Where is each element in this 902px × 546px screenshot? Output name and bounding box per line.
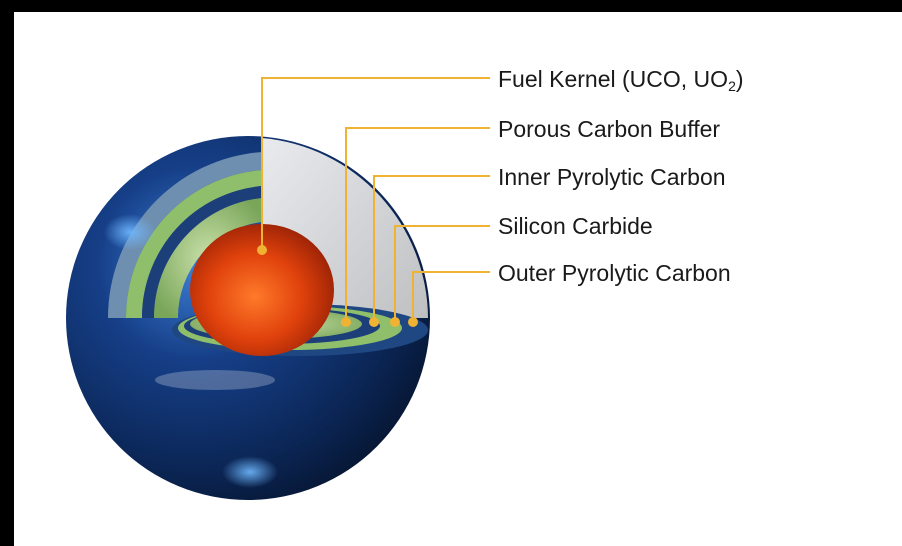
leader-dot-outer-pyrolytic-carbon: [408, 317, 418, 327]
leader-line-inner-pyrolytic-carbon: [373, 175, 490, 322]
leader-line-fuel-kernel: [261, 77, 490, 250]
leader-line-outer-pyrolytic-carbon: [412, 271, 490, 322]
label-outer-pyrolytic-carbon: Outer Pyrolytic Carbon: [498, 260, 731, 286]
label-fuel-kernel-text: Fuel Kernel (UCO, UO: [498, 66, 729, 92]
leader-line-porous-carbon-buffer: [345, 127, 490, 322]
label-porous-carbon-buffer: Porous Carbon Buffer: [498, 116, 721, 142]
label-silicon-carbide: Silicon Carbide: [498, 213, 653, 239]
leader-lines: [261, 77, 490, 322]
leader-dot-fuel-kernel: [257, 245, 267, 255]
label-fuel-kernel: Fuel Kernel (UCO, UO2): [498, 66, 744, 94]
leader-dot-silicon-carbide: [390, 317, 400, 327]
leader-dot-inner-pyrolytic-carbon: [369, 317, 379, 327]
leader-line-silicon-carbide: [394, 225, 490, 322]
label-fuel-kernel-close: ): [735, 66, 744, 92]
leader-dots: [257, 245, 418, 327]
leader-dot-porous-carbon-buffer: [341, 317, 351, 327]
particle-sphere: [66, 136, 430, 500]
label-fuel-kernel-subscript: 2: [728, 78, 736, 94]
label-inner-pyrolytic-carbon: Inner Pyrolytic Carbon: [498, 164, 726, 190]
